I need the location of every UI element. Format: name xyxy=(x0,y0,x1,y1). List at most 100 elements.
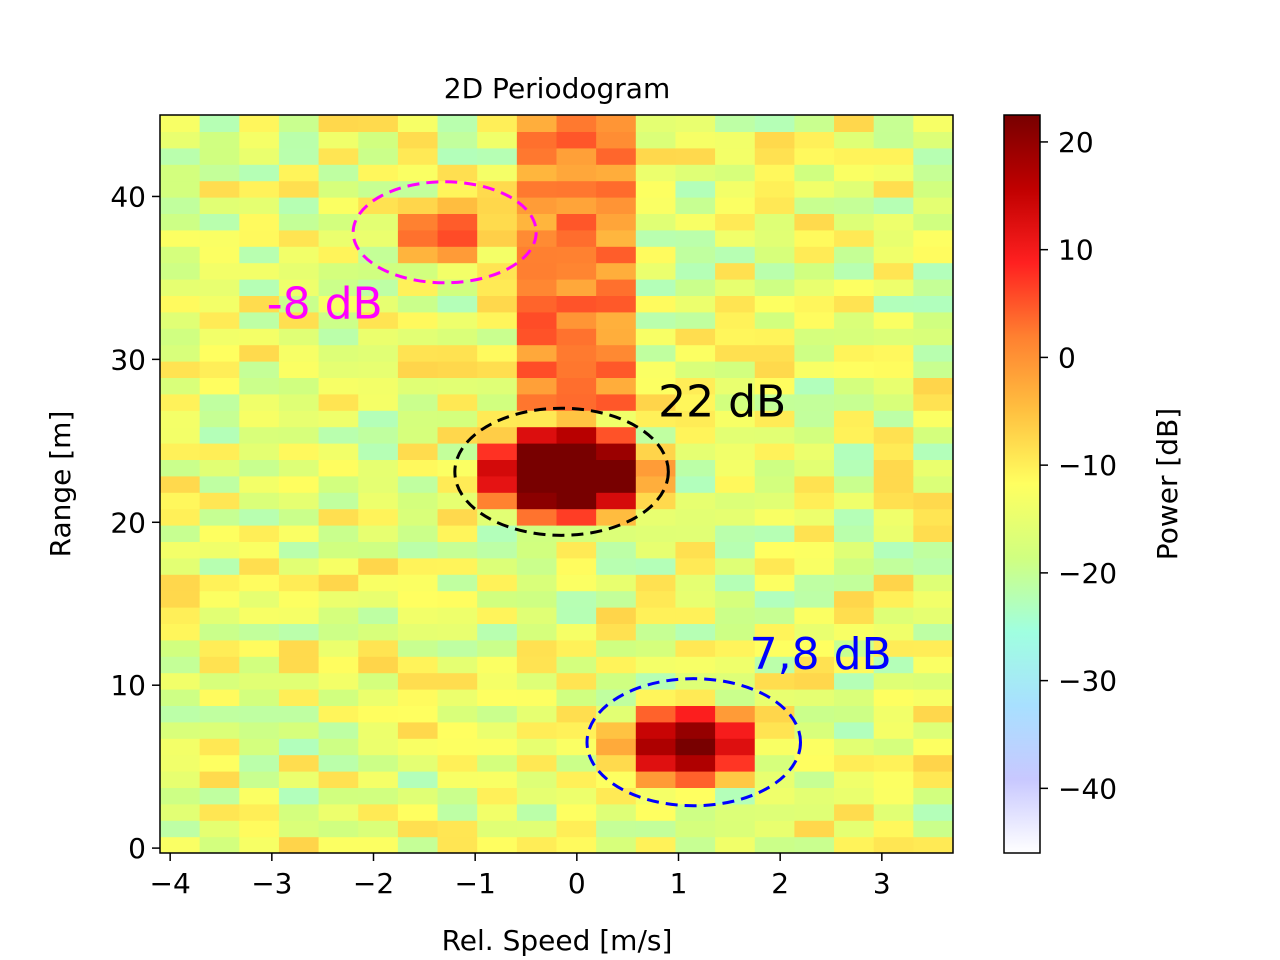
heatmap-cell xyxy=(319,640,359,657)
heatmap-cell xyxy=(239,541,279,558)
heatmap-cell xyxy=(358,705,398,722)
heatmap-cell xyxy=(834,722,874,739)
heatmap-cell xyxy=(636,459,676,476)
heatmap-cell xyxy=(675,279,715,296)
heatmap-cell xyxy=(279,607,319,624)
heatmap-cell xyxy=(874,361,914,378)
heatmap-cell xyxy=(279,705,319,722)
heatmap-cell xyxy=(517,689,557,706)
heatmap-cell xyxy=(160,213,200,230)
heatmap-cell xyxy=(834,279,874,296)
heatmap-cell xyxy=(675,591,715,608)
heatmap-cell xyxy=(319,328,359,345)
heatmap-cell xyxy=(794,213,834,230)
heatmap-cell xyxy=(715,476,755,493)
heatmap-cell xyxy=(913,328,953,345)
heatmap-cell xyxy=(279,131,319,148)
heatmap-cell xyxy=(715,312,755,329)
heatmap-cell xyxy=(913,492,953,509)
heatmap-cell xyxy=(239,607,279,624)
heatmap-cell xyxy=(200,377,240,394)
heatmap-cell xyxy=(557,410,597,427)
heatmap-cell xyxy=(279,328,319,345)
heatmap-cell xyxy=(715,705,755,722)
y-tick-label: 0 xyxy=(128,832,146,865)
heatmap-cell xyxy=(675,623,715,640)
heatmap-cell xyxy=(398,787,438,804)
heatmap-cell xyxy=(438,837,478,854)
heatmap-cell xyxy=(596,164,636,181)
heatmap-cell xyxy=(596,738,636,755)
heatmap-cell xyxy=(160,525,200,542)
heatmap-cell xyxy=(834,197,874,214)
heatmap-cell xyxy=(200,410,240,427)
heatmap-cell xyxy=(596,558,636,575)
heatmap-cell xyxy=(477,820,517,837)
heatmap-cell xyxy=(438,738,478,755)
heatmap-cell xyxy=(794,115,834,132)
heatmap-cell xyxy=(438,312,478,329)
heatmap-cell xyxy=(755,509,795,526)
heatmap-cell xyxy=(477,213,517,230)
heatmap-cell xyxy=(358,394,398,411)
heatmap-cell xyxy=(913,181,953,198)
heatmap-cell xyxy=(517,673,557,690)
heatmap-cell xyxy=(438,131,478,148)
heatmap-cell xyxy=(913,197,953,214)
heatmap-cell xyxy=(477,722,517,739)
heatmap-cell xyxy=(913,820,953,837)
heatmap-cell xyxy=(477,476,517,493)
heatmap-cell xyxy=(477,656,517,673)
heatmap-cell xyxy=(398,820,438,837)
colorbar-tick-label: 20 xyxy=(1058,126,1094,159)
heatmap-cell xyxy=(636,558,676,575)
heatmap-cell xyxy=(715,148,755,165)
heatmap-cell xyxy=(279,722,319,739)
heatmap-cell xyxy=(200,164,240,181)
heatmap-cell xyxy=(834,705,874,722)
heatmap-cell xyxy=(239,427,279,444)
heatmap-cell xyxy=(913,361,953,378)
heatmap-cell xyxy=(200,591,240,608)
heatmap-cell xyxy=(913,476,953,493)
heatmap-cell xyxy=(477,689,517,706)
heatmap-cell xyxy=(239,591,279,608)
heatmap-cell xyxy=(160,640,200,657)
heatmap-cell xyxy=(675,574,715,591)
heatmap-cell xyxy=(557,476,597,493)
heatmap-cell xyxy=(239,197,279,214)
heatmap-cell xyxy=(675,213,715,230)
heatmap-cell xyxy=(834,295,874,312)
colorbar-tick-label: 10 xyxy=(1058,234,1094,267)
x-axis: −4 −3 −2 −1 0 1 2 3 xyxy=(150,853,891,900)
x-tick-label: 0 xyxy=(568,867,586,900)
heatmap-cell xyxy=(557,771,597,788)
heatmap-cell xyxy=(477,607,517,624)
heatmap-cell xyxy=(398,656,438,673)
heatmap-cell xyxy=(794,689,834,706)
heatmap-cell xyxy=(715,115,755,132)
heatmap-cell xyxy=(517,640,557,657)
heatmap-cell xyxy=(755,443,795,460)
heatmap-cell xyxy=(755,213,795,230)
heatmap-cell xyxy=(755,263,795,280)
heatmap-cell xyxy=(596,394,636,411)
heatmap-cell xyxy=(874,459,914,476)
heatmap-cell xyxy=(913,509,953,526)
heatmap-cell xyxy=(200,328,240,345)
colorbar-tick-label: −10 xyxy=(1058,449,1117,482)
heatmap-cell xyxy=(715,427,755,444)
heatmap-cell xyxy=(438,197,478,214)
heatmap-cell xyxy=(557,492,597,509)
heatmap-cell xyxy=(239,787,279,804)
heatmap-cell xyxy=(279,197,319,214)
heatmap-cell xyxy=(358,804,398,821)
heatmap-cell xyxy=(160,181,200,198)
heatmap-cell xyxy=(557,312,597,329)
heatmap-cell xyxy=(715,525,755,542)
heatmap-cell xyxy=(358,640,398,657)
heatmap-cell xyxy=(239,722,279,739)
heatmap-cell xyxy=(755,427,795,444)
heatmap-cell xyxy=(239,738,279,755)
heatmap-cell xyxy=(596,541,636,558)
